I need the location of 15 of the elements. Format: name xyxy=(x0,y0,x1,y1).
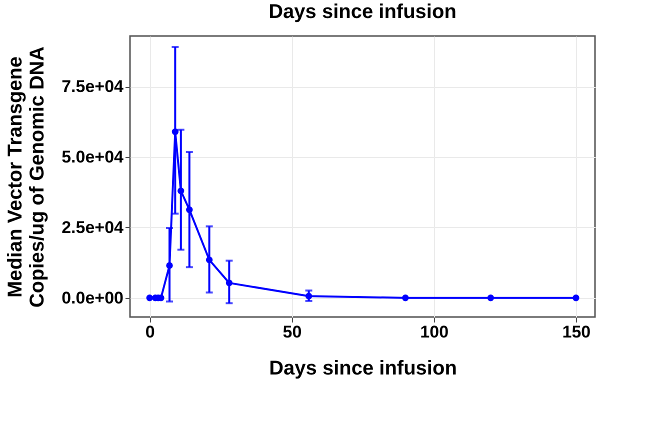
y-tick-label: 0.0e+00 xyxy=(62,288,124,308)
y-tick-label: 5.0e+04 xyxy=(62,148,124,167)
y-tick-label: 2.5e+04 xyxy=(62,218,124,237)
point xyxy=(402,294,409,302)
x-axis-title: Days since infusion xyxy=(269,358,457,380)
x-tick-label: 100 xyxy=(420,322,449,342)
y-tick-label: 7.5e+04 xyxy=(62,77,124,96)
x-tick-label: 0 xyxy=(145,322,155,342)
point xyxy=(572,294,580,302)
chart-title: Days since infusion xyxy=(268,1,456,23)
x-tick-label: 150 xyxy=(562,322,591,342)
point xyxy=(487,294,494,302)
point xyxy=(146,294,153,302)
x-tick-label: 50 xyxy=(282,322,302,342)
y-axis-title: Median Vector Transgene Copies/ug of Genomic DNA xyxy=(4,46,49,308)
